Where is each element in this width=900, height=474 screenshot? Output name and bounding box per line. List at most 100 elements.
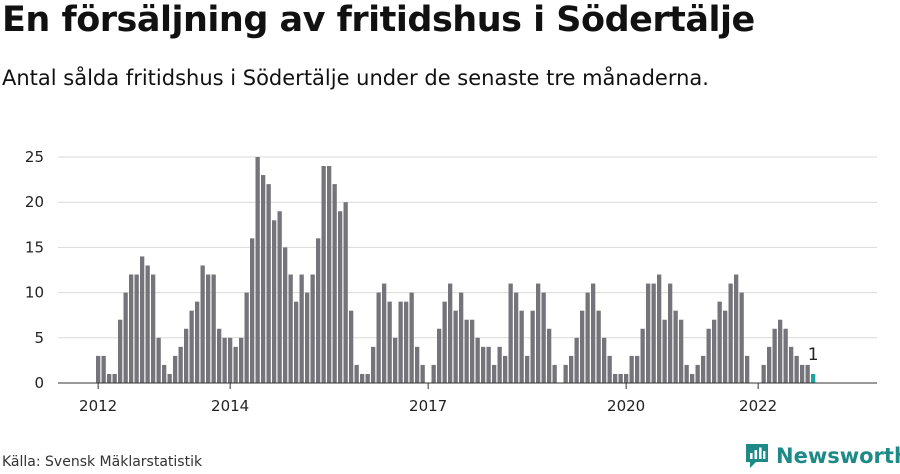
bar [404, 301, 409, 383]
bar [767, 346, 772, 383]
bar [288, 274, 293, 383]
bar [156, 337, 161, 383]
bar [761, 364, 766, 383]
bar [101, 355, 106, 383]
bar [629, 355, 634, 383]
bar [393, 337, 398, 383]
bar [145, 265, 150, 383]
bar [635, 355, 640, 383]
bar [690, 373, 695, 383]
bar [261, 175, 266, 383]
bar [305, 292, 310, 383]
bar [739, 292, 744, 383]
bar [624, 373, 629, 383]
bar [646, 283, 651, 383]
chart-title: En försäljning av fritidshus i Södertälj… [2, 0, 755, 40]
source-note: Källa: Svensk Mäklarstatistik [2, 454, 203, 470]
bar [679, 319, 684, 383]
y-tick-label: 5 [34, 329, 44, 347]
bar [228, 337, 233, 383]
bar [723, 310, 728, 383]
annotations: 1 [808, 345, 819, 365]
y-axis-ticks: 0 5 10 15 20 25 [25, 148, 44, 392]
bar [255, 157, 260, 383]
bar [519, 310, 524, 383]
bar [503, 355, 508, 383]
bar [585, 292, 590, 383]
bar [376, 292, 381, 383]
bar [437, 328, 442, 383]
chart-subtitle: Antal sålda fritidshus i Södertälje unde… [2, 66, 709, 90]
bar [387, 301, 392, 383]
bar [695, 364, 700, 383]
bar [602, 337, 607, 383]
bar [162, 364, 167, 383]
x-tick-label: 2017 [409, 397, 447, 415]
bar [613, 373, 618, 383]
bar [316, 238, 321, 383]
bar [668, 283, 673, 383]
bar [701, 355, 706, 383]
bar [448, 283, 453, 383]
bar [343, 202, 348, 383]
bar [541, 292, 546, 383]
bar [272, 220, 277, 383]
bars [96, 157, 816, 383]
bar [349, 310, 354, 383]
bar [453, 310, 458, 383]
bar [470, 319, 475, 383]
bar [420, 364, 425, 383]
bar [123, 292, 128, 383]
y-tick-label: 10 [25, 284, 44, 302]
bar [728, 283, 733, 383]
x-tick-label: 2012 [79, 397, 117, 415]
bar [206, 274, 211, 383]
x-axis-ticks: 2012 2014 2017 2020 2022 [79, 383, 777, 415]
bar [178, 346, 183, 383]
bar [118, 319, 123, 383]
bar [167, 373, 172, 383]
brand-logo[interactable]: Newsworthy [744, 440, 900, 472]
x-tick-label: 2014 [211, 397, 249, 415]
bar [657, 274, 662, 383]
bar [382, 283, 387, 383]
x-tick-label: 2020 [607, 397, 645, 415]
bar [398, 301, 403, 383]
bar [459, 292, 464, 383]
bar [706, 328, 711, 383]
bar [239, 337, 244, 383]
bar [745, 355, 750, 383]
bar [140, 256, 145, 383]
bar [200, 265, 205, 383]
bar [805, 364, 810, 383]
bar [596, 310, 601, 383]
bar [294, 301, 299, 383]
bar [310, 274, 315, 383]
bar [640, 328, 645, 383]
bar-latest [811, 373, 816, 383]
bar [536, 283, 541, 383]
bar [365, 373, 370, 383]
bar [734, 274, 739, 383]
bar [151, 274, 156, 383]
bar [442, 301, 447, 383]
bar [514, 292, 519, 383]
bar [580, 310, 585, 383]
bar [684, 364, 689, 383]
bar [321, 166, 326, 383]
bar [184, 328, 189, 383]
bar [283, 247, 288, 383]
bar [563, 364, 568, 383]
x-tick-label: 2022 [739, 397, 777, 415]
bar [794, 355, 799, 383]
bar [332, 184, 337, 383]
bar [492, 364, 497, 383]
bar [354, 364, 359, 383]
bar [250, 238, 255, 383]
bar [475, 337, 480, 383]
bar [662, 319, 667, 383]
y-tick-label: 25 [25, 148, 44, 166]
bar [783, 328, 788, 383]
bar [415, 346, 420, 383]
